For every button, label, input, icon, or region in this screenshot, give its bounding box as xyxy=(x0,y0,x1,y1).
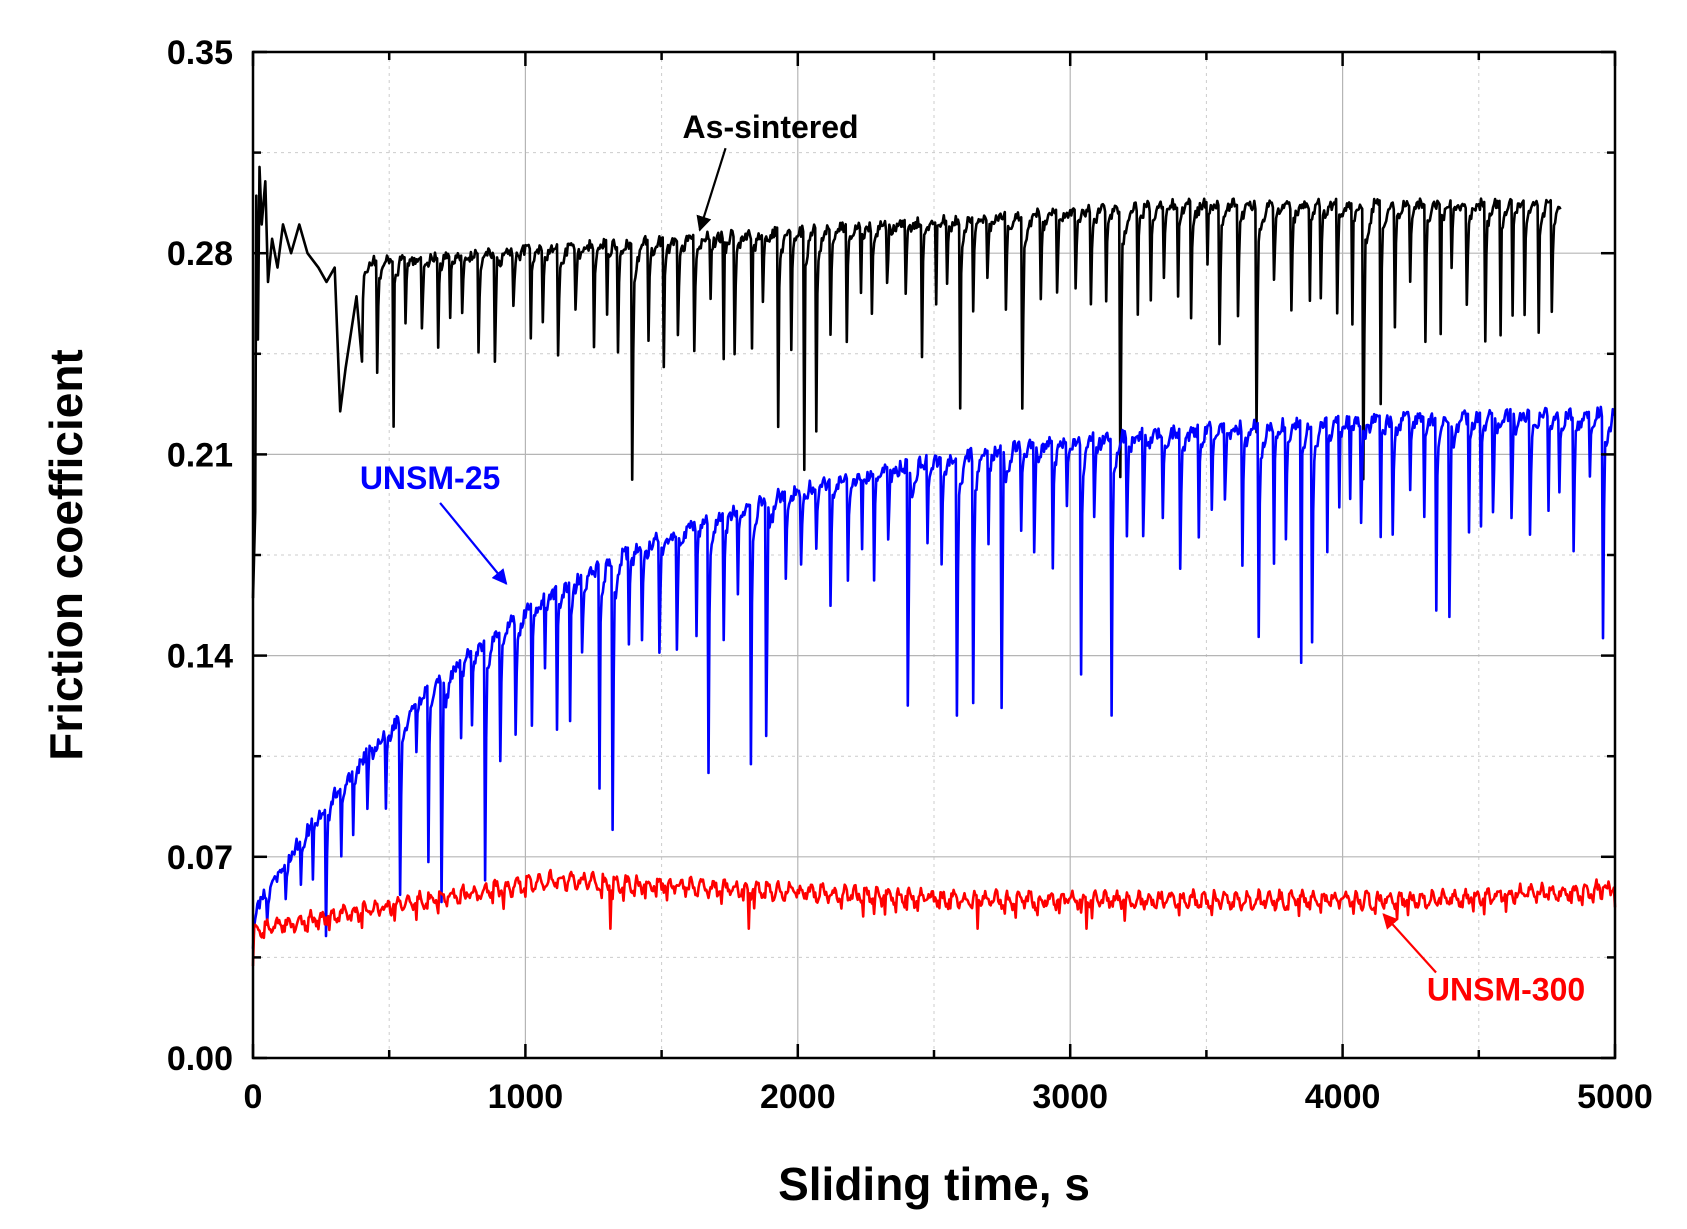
annotation-arrow xyxy=(1382,913,1437,974)
series-line-as-sintered xyxy=(251,165,1562,599)
y-tick-label: 0.00 xyxy=(167,1040,233,1078)
axis-ticks xyxy=(251,50,1617,1060)
series-line-unsm-25 xyxy=(251,405,1616,949)
grid xyxy=(253,52,1615,1058)
series-line-unsm-300 xyxy=(251,868,1617,967)
y-tick-label: 0.14 xyxy=(167,638,233,676)
annotation-arrow xyxy=(439,502,508,585)
annotation-label: UNSM-25 xyxy=(360,460,500,496)
y-axis-title: Friction coefficient xyxy=(40,349,92,760)
x-tick-label: 2000 xyxy=(760,1078,836,1116)
plot-lines xyxy=(251,165,1617,967)
annotation-label: As-sintered xyxy=(683,109,859,145)
annotations: As-sintered UNSM-25 UNSM-300 xyxy=(360,109,1585,1007)
y-tick-label: 0.35 xyxy=(167,34,233,72)
x-tick-label: 1000 xyxy=(488,1078,564,1116)
y-tick-label: 0.07 xyxy=(167,839,233,877)
x-tick-label: 5000 xyxy=(1577,1078,1653,1116)
x-tick-label: 0 xyxy=(244,1078,263,1116)
annotation-label: UNSM-300 xyxy=(1427,972,1585,1008)
annotation-arrow xyxy=(696,147,727,232)
y-tick-label: 0.28 xyxy=(167,235,233,273)
x-axis-title: Sliding time, s xyxy=(778,1158,1090,1210)
x-tick-label: 3000 xyxy=(1032,1078,1108,1116)
y-tick-label: 0.21 xyxy=(167,436,233,474)
tick-labels: 0 1000 2000 3000 4000 5000 0.00 0.07 0.14 0.21 0.2… xyxy=(167,34,1653,1116)
x-tick-label: 4000 xyxy=(1305,1078,1381,1116)
